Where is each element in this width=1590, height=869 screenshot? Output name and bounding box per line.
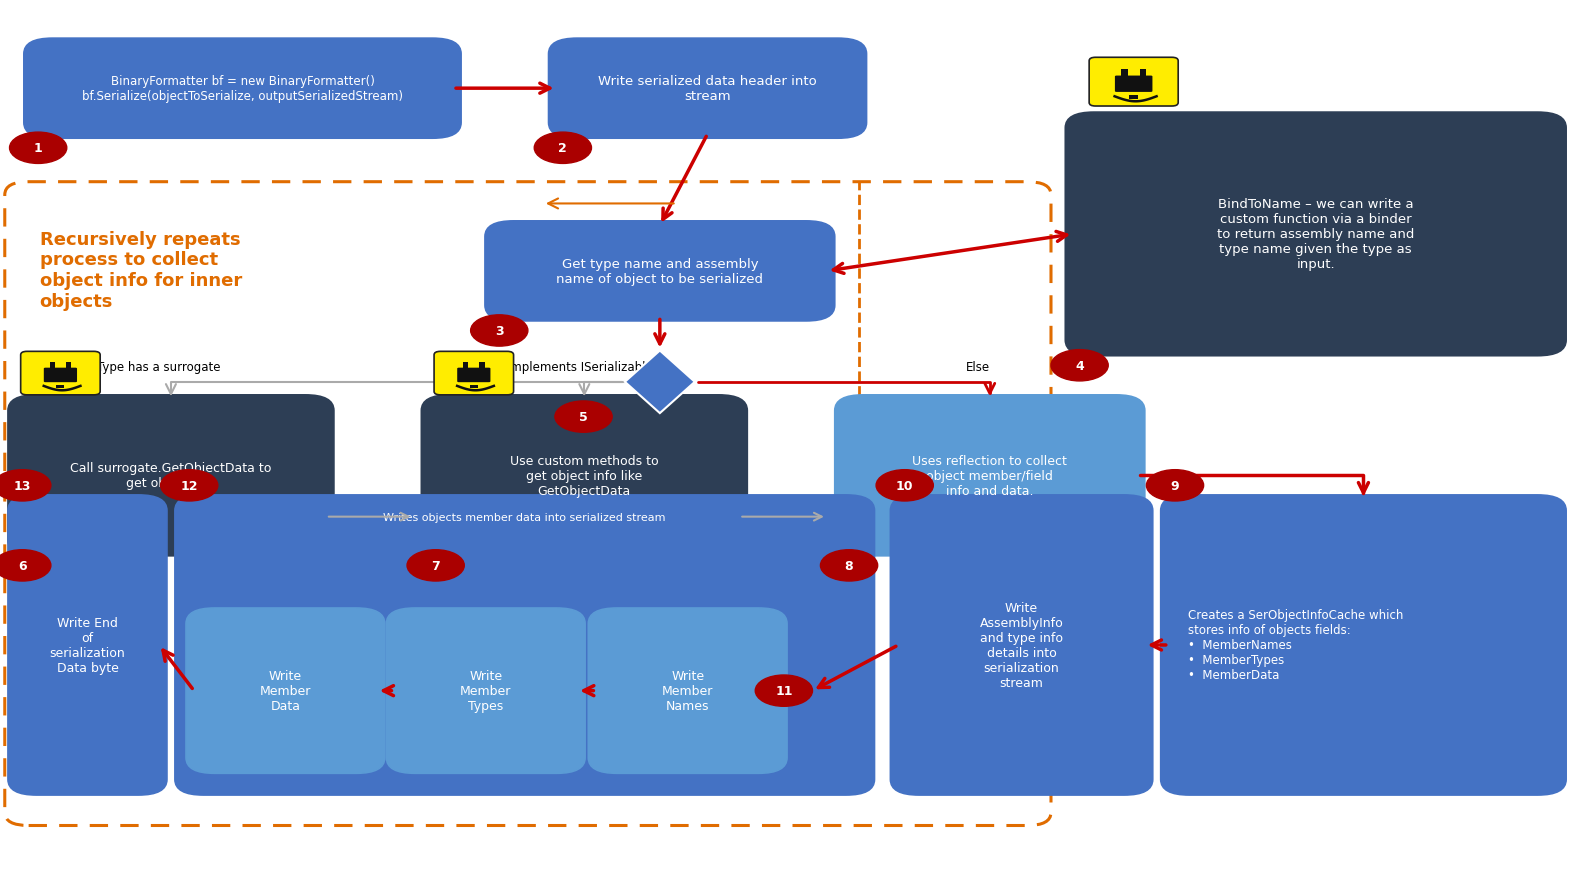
Text: Else: Else <box>965 361 991 374</box>
Text: 1: 1 <box>33 143 43 155</box>
Circle shape <box>534 133 591 164</box>
Text: Write
Member
Names: Write Member Names <box>661 669 714 713</box>
Text: Write
Member
Data: Write Member Data <box>259 669 312 713</box>
FancyBboxPatch shape <box>1065 113 1566 356</box>
FancyBboxPatch shape <box>186 608 385 773</box>
Circle shape <box>820 550 878 581</box>
FancyBboxPatch shape <box>485 222 835 322</box>
Text: BinaryFormatter bf = new BinaryFormatter()
bf.Serialize(objectToSerialize, outpu: BinaryFormatter bf = new BinaryFormatter… <box>83 75 402 103</box>
Text: 8: 8 <box>844 560 854 572</box>
Text: 9: 9 <box>1170 480 1180 492</box>
Text: Creates a SerObjectInfoCache which
stores info of objects fields:
•  MemberNames: Creates a SerObjectInfoCache which store… <box>1188 609 1402 681</box>
FancyBboxPatch shape <box>890 495 1153 795</box>
Text: 2: 2 <box>558 143 568 155</box>
Circle shape <box>555 401 612 433</box>
FancyBboxPatch shape <box>469 385 479 389</box>
Polygon shape <box>625 351 695 414</box>
FancyBboxPatch shape <box>1121 70 1127 79</box>
FancyBboxPatch shape <box>1115 76 1153 93</box>
Text: Write
Member
Types: Write Member Types <box>460 669 512 713</box>
FancyBboxPatch shape <box>1089 58 1178 107</box>
FancyBboxPatch shape <box>1161 495 1566 795</box>
Text: 13: 13 <box>14 480 30 492</box>
Text: 4: 4 <box>1075 360 1084 372</box>
FancyBboxPatch shape <box>549 39 867 139</box>
FancyBboxPatch shape <box>45 368 76 382</box>
Text: 12: 12 <box>180 480 199 492</box>
Text: ···: ··· <box>763 507 782 527</box>
FancyBboxPatch shape <box>421 395 747 556</box>
Circle shape <box>0 470 51 501</box>
FancyBboxPatch shape <box>56 385 65 389</box>
FancyBboxPatch shape <box>49 362 56 371</box>
Text: Write
AssemblyInfo
and type info
details into
serialization
stream: Write AssemblyInfo and type info details… <box>979 601 1064 689</box>
Text: 3: 3 <box>494 325 504 337</box>
FancyBboxPatch shape <box>458 368 490 382</box>
FancyBboxPatch shape <box>24 39 461 139</box>
Text: Recursively repeats
process to collect
object info for inner
objects: Recursively repeats process to collect o… <box>40 230 242 310</box>
Text: Uses reflection to collect
object member/field
info and data.: Uses reflection to collect object member… <box>913 454 1067 497</box>
Text: Get type name and assembly
name of object to be serialized: Get type name and assembly name of objec… <box>556 257 763 286</box>
Circle shape <box>1051 350 1108 381</box>
FancyBboxPatch shape <box>463 362 469 371</box>
Text: 10: 10 <box>895 480 914 492</box>
FancyBboxPatch shape <box>8 395 334 556</box>
Circle shape <box>407 550 464 581</box>
FancyBboxPatch shape <box>1129 96 1138 100</box>
Text: Type has a surrogate: Type has a surrogate <box>97 361 221 374</box>
FancyBboxPatch shape <box>1140 70 1146 79</box>
Text: Call surrogate.GetObjectData to
get object info: Call surrogate.GetObjectData to get obje… <box>70 461 272 490</box>
Text: BindToName – we can write a
custom function via a binder
to return assembly name: BindToName – we can write a custom funct… <box>1216 198 1415 271</box>
FancyBboxPatch shape <box>835 395 1145 556</box>
Circle shape <box>10 133 67 164</box>
FancyBboxPatch shape <box>434 352 514 395</box>
Text: ···: ··· <box>350 507 369 527</box>
FancyBboxPatch shape <box>8 495 167 795</box>
FancyBboxPatch shape <box>21 352 100 395</box>
FancyBboxPatch shape <box>175 495 875 795</box>
FancyBboxPatch shape <box>479 362 485 371</box>
Text: Type implements ISerializable: Type implements ISerializable <box>475 361 653 374</box>
FancyBboxPatch shape <box>65 362 72 371</box>
Text: 7: 7 <box>431 560 440 572</box>
Text: Use custom methods to
get object info like
GetObjectData: Use custom methods to get object info li… <box>510 454 658 497</box>
Circle shape <box>755 675 812 706</box>
Text: Write End
of
serialization
Data byte: Write End of serialization Data byte <box>49 616 126 674</box>
Circle shape <box>1146 470 1204 501</box>
Text: 5: 5 <box>579 411 588 423</box>
Circle shape <box>0 550 51 581</box>
Text: 6: 6 <box>17 560 27 572</box>
Text: 11: 11 <box>774 685 793 697</box>
FancyBboxPatch shape <box>588 608 787 773</box>
Circle shape <box>876 470 933 501</box>
Text: Write serialized data header into
stream: Write serialized data header into stream <box>598 75 817 103</box>
FancyBboxPatch shape <box>386 608 585 773</box>
Text: Writes objects member data into serialized stream: Writes objects member data into serializ… <box>383 513 666 522</box>
Circle shape <box>471 315 528 347</box>
Circle shape <box>161 470 218 501</box>
